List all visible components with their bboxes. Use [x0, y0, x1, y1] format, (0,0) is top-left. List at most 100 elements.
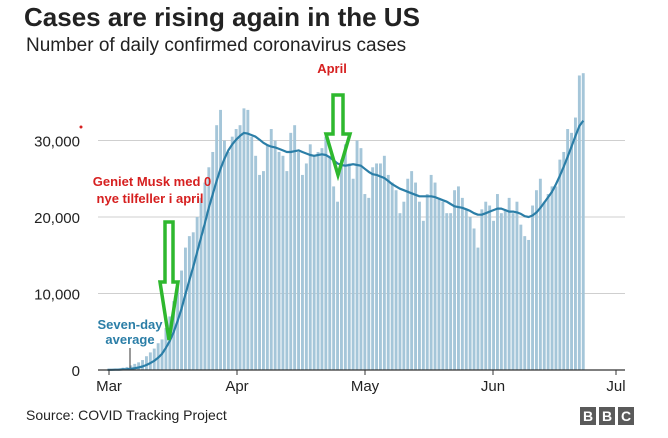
daily-bar: [503, 209, 507, 370]
y-axis: 0 10,000 20,000 30,000: [34, 134, 80, 381]
daily-bar: [351, 178, 355, 370]
daily-bar: [297, 151, 300, 370]
daily-bar: [184, 247, 187, 370]
chart-subtitle: Number of daily confirmed coronavirus ca…: [26, 35, 407, 56]
daily-bar: [273, 140, 277, 370]
daily-bar: [269, 129, 273, 370]
daily-bar: [223, 140, 226, 370]
daily-bar: [145, 356, 148, 370]
daily-bar: [176, 285, 180, 370]
daily-bar: [379, 163, 382, 370]
daily-bar: [215, 125, 219, 370]
daily-bar: [433, 182, 437, 370]
daily-bar: [332, 186, 336, 370]
bars: [106, 73, 585, 371]
daily-bar: [250, 136, 254, 370]
daily-bar: [484, 201, 488, 370]
daily-bar: [425, 194, 429, 370]
daily-bar: [558, 159, 562, 370]
daily-bar: [480, 209, 484, 370]
daily-bar: [468, 217, 472, 370]
daily-bar: [304, 163, 308, 370]
daily-bar: [367, 197, 371, 370]
annotation-musk-line1: Geniet Musk med 0: [93, 174, 211, 189]
daily-bar: [152, 348, 156, 370]
daily-bar: [394, 190, 398, 370]
logo-letter: B: [580, 407, 596, 425]
daily-bar: [472, 228, 476, 370]
daily-bar: [289, 132, 293, 370]
x-axis: Mar Apr May Jun Jul: [96, 369, 626, 395]
daily-bar: [371, 167, 375, 370]
chart-title: Cases are rising again in the US: [24, 2, 420, 32]
daily-bar: [137, 362, 141, 370]
daily-bar: [457, 186, 460, 370]
daily-bar: [499, 213, 503, 370]
daily-bar: [359, 148, 363, 370]
logo-letter: C: [618, 407, 634, 425]
daily-bar: [265, 144, 269, 370]
x-tick-label: Jul: [606, 378, 625, 395]
avg-label-line2: average: [105, 332, 154, 347]
y-tick-label: 10,000: [34, 287, 80, 304]
daily-bar: [523, 236, 527, 370]
daily-bar: [375, 163, 378, 370]
daily-bar: [538, 178, 542, 370]
daily-bar: [515, 201, 519, 370]
daily-bar: [492, 220, 495, 370]
daily-bar: [234, 129, 238, 370]
bbc-logo: B B C: [580, 407, 634, 425]
daily-bar: [180, 270, 183, 370]
daily-bar: [441, 201, 445, 370]
daily-bar: [511, 213, 515, 370]
x-tick-label: Apr: [225, 378, 248, 395]
daily-bar: [219, 109, 222, 371]
daily-bar: [406, 178, 410, 370]
daily-bar: [429, 174, 433, 370]
daily-bar: [566, 129, 570, 370]
daily-bar: [238, 125, 242, 370]
y-tick-label: 0: [72, 363, 80, 380]
avg-label-line1: Seven-day: [97, 317, 163, 332]
daily-bar: [312, 155, 316, 370]
daily-bar: [355, 140, 359, 370]
daily-bar: [390, 182, 394, 370]
daily-bar: [449, 213, 453, 370]
daily-bar: [191, 232, 195, 370]
daily-bar: [535, 190, 538, 370]
daily-bar: [258, 174, 261, 370]
daily-bar: [546, 194, 550, 370]
daily-bar: [418, 201, 421, 370]
daily-bar: [496, 194, 499, 370]
daily-bar: [577, 75, 581, 370]
daily-bar: [320, 148, 324, 370]
x-tick-label: May: [351, 378, 380, 395]
daily-bar: [421, 220, 425, 370]
daily-bar: [402, 201, 406, 370]
daily-bar: [476, 247, 480, 370]
daily-bar: [437, 197, 441, 370]
daily-bar: [550, 186, 554, 370]
daily-bar: [363, 194, 367, 370]
daily-bar: [507, 197, 511, 370]
daily-bar: [445, 213, 449, 370]
daily-bar: [531, 205, 534, 370]
daily-bar: [519, 224, 523, 370]
average-line: [107, 119, 585, 371]
daily-bar: [246, 109, 250, 371]
daily-bar: [133, 363, 137, 370]
annotation-april: April: [317, 61, 347, 76]
daily-bar: [398, 213, 402, 370]
daily-bar: [581, 73, 585, 371]
daily-bar: [574, 117, 577, 370]
daily-bar: [254, 155, 258, 370]
daily-bar: [347, 163, 351, 370]
daily-bar: [343, 144, 347, 370]
daily-bar: [207, 167, 211, 370]
daily-bar: [386, 174, 390, 370]
daily-bar: [453, 190, 456, 370]
daily-bar: [527, 239, 531, 370]
daily-bar: [211, 151, 215, 370]
daily-bar: [340, 159, 343, 370]
